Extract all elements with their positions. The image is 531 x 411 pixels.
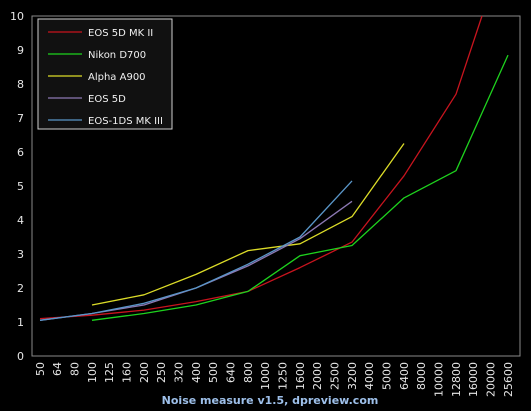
x-tick-label: 5000	[381, 362, 394, 390]
x-axis-ticks: 50 64 80 100 125 160 200 250 320 400 500 640 800 1000…	[34, 362, 515, 397]
x-tick-label: 4000	[363, 362, 376, 390]
x-tick-label: 10000	[433, 362, 446, 397]
legend-label: EOS 5D MK II	[88, 28, 153, 39]
x-tick-label: 160	[121, 362, 134, 383]
y-axis-ticks: 0 1 2 3 4 5 6 7 8 9 10	[10, 10, 24, 363]
y-tick-label: 1	[17, 316, 24, 329]
x-tick-label: 200	[138, 362, 151, 383]
x-tick-label: 2500	[329, 362, 342, 390]
x-tick-label: 80	[69, 362, 82, 376]
x-tick-label: 500	[207, 362, 220, 383]
x-tick-label: 250	[155, 362, 168, 383]
x-tick-label: 3200	[346, 362, 359, 390]
y-tick-label: 3	[17, 248, 24, 261]
x-tick-label: 12800	[450, 362, 463, 397]
x-tick-label: 1250	[277, 362, 290, 390]
x-tick-label: 6400	[398, 362, 411, 390]
y-tick-label: 6	[17, 146, 24, 159]
y-tick-label: 0	[17, 350, 24, 363]
legend-label: EOS 5D	[88, 94, 126, 105]
chart-footer: Noise measure v1.5, dpreview.com	[162, 394, 379, 407]
x-tick-label: 800	[242, 362, 255, 383]
y-tick-label: 10	[10, 10, 24, 23]
x-tick-label: 640	[225, 362, 238, 383]
legend: EOS 5D MK II Nikon D700 Alpha A900 EOS 5D EO…	[37, 18, 173, 130]
y-tick-label: 2	[17, 282, 24, 295]
x-tick-label: 1600	[294, 362, 307, 390]
x-tick-label: 2000	[311, 362, 324, 390]
legend-label: EOS-1DS MK III	[88, 116, 163, 127]
x-tick-label: 125	[103, 362, 116, 383]
x-tick-label: 8000	[415, 362, 428, 390]
y-tick-label: 5	[17, 180, 24, 193]
y-tick-label: 9	[17, 44, 24, 57]
x-tick-label: 100	[86, 362, 99, 383]
legend-label: Nikon D700	[88, 50, 146, 61]
x-tick-label: 320	[173, 362, 186, 383]
y-tick-label: 4	[17, 214, 24, 227]
series-lines	[39, 15, 509, 321]
series-line-1	[91, 54, 509, 321]
y-tick-label: 7	[17, 112, 24, 125]
x-tick-label: 16000	[467, 362, 480, 397]
series-line-2	[91, 143, 405, 306]
series-line-0	[39, 15, 483, 320]
x-tick-label: 400	[190, 362, 203, 383]
x-tick-label: 20000	[485, 362, 498, 397]
x-tick-label: 25600	[502, 362, 515, 397]
legend-label: Alpha A900	[88, 72, 146, 83]
x-tick-label: 1000	[259, 362, 272, 390]
x-tick-label: 64	[51, 362, 64, 376]
series-line-4	[39, 180, 353, 321]
y-tick-label: 8	[17, 78, 24, 91]
x-tick-label: 50	[34, 362, 47, 376]
